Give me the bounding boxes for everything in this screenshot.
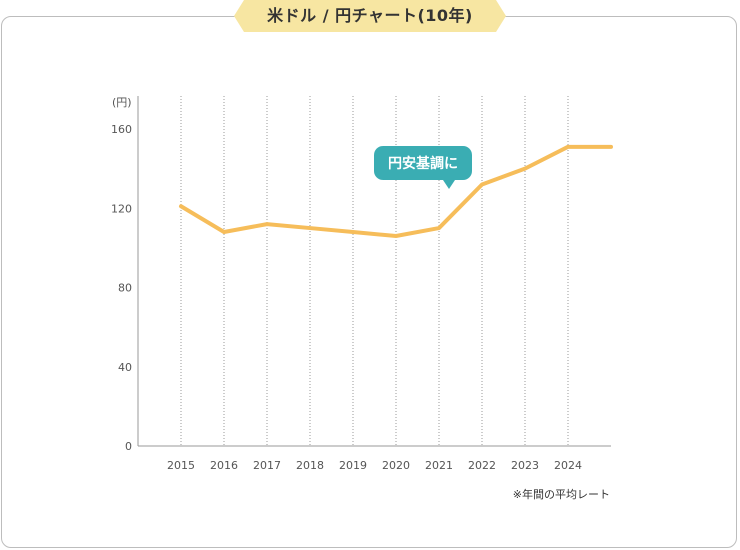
x-tick-label: 2021: [425, 459, 453, 472]
annotation-text: 円安基調に: [388, 155, 458, 172]
chart-footnote: ※年間の平均レート: [512, 488, 610, 501]
y-tick-label: 40: [118, 361, 132, 374]
y-tick-label: 120: [111, 202, 132, 215]
chart-title-ribbon: 米ドル / 円チャート(10年): [234, 0, 506, 32]
annotation-bubble: [374, 146, 472, 180]
x-tick-label: 2023: [511, 459, 539, 472]
chart-frame: [1, 16, 737, 548]
x-tick-label: 2022: [468, 459, 496, 472]
y-tick-label: 160: [111, 123, 132, 136]
y-unit-label: (円): [112, 96, 132, 109]
annotation-pointer: [443, 180, 455, 189]
x-tick-label: 2018: [296, 459, 324, 472]
x-tick-label: 2020: [382, 459, 410, 472]
y-tick-label: 0: [125, 440, 132, 453]
y-tick-label: 80: [118, 282, 132, 295]
x-tick-label: 2016: [210, 459, 238, 472]
x-tick-label: 2015: [167, 459, 195, 472]
x-tick-label: 2017: [253, 459, 281, 472]
x-tick-label: 2024: [554, 459, 582, 472]
chart-title: 米ドル / 円チャート(10年): [267, 6, 473, 25]
series-line: [179, 144, 613, 238]
x-tick-label: 2019: [339, 459, 367, 472]
